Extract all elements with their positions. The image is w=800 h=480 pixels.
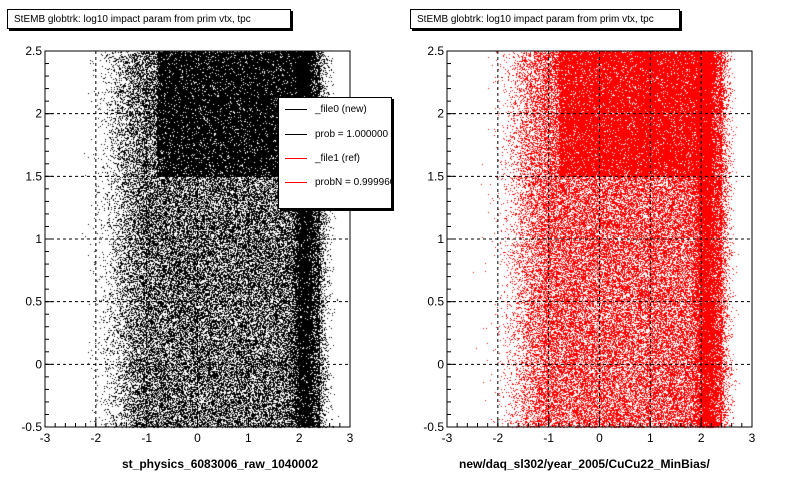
y-tick-label: -0.5 xyxy=(423,420,444,434)
legend-entry: _file1 (ref) xyxy=(279,152,391,166)
y-tick-label: 0.5 xyxy=(427,295,444,309)
x-tick-label: -2 xyxy=(492,431,503,445)
chart-title-right: StEMB globtrk: log10 impact param from p… xyxy=(410,9,680,29)
x-axis-label-right: new/daq_sl302/year_2005/CuCu22_MinBias/ xyxy=(459,457,710,471)
legend-swatch xyxy=(285,182,307,183)
legend-label: _file0 (new) xyxy=(315,104,367,115)
legend-label: _file1 (ref) xyxy=(315,153,361,164)
x-tick-label: 2 xyxy=(698,431,705,445)
y-tick-label: 1 xyxy=(437,232,444,246)
y-tick-label: 1 xyxy=(35,232,42,246)
x-tick-label: -2 xyxy=(90,431,101,445)
x-tick-label: 0 xyxy=(596,431,603,445)
legend-entry: probN = 0.999960 xyxy=(279,176,392,190)
x-tick-label: 0 xyxy=(194,431,201,445)
y-tick-label: 2.5 xyxy=(25,44,42,58)
y-tick-label: 2 xyxy=(437,107,444,121)
legend-swatch xyxy=(285,109,307,110)
legend-label: prob = 1.000000 xyxy=(315,129,389,140)
y-tick-label: 2 xyxy=(35,107,42,121)
legend-entry: prob = 1.000000 xyxy=(279,128,391,142)
x-tick-label: 3 xyxy=(749,431,756,445)
x-tick-label: -3 xyxy=(442,431,453,445)
x-tick-label: 1 xyxy=(647,431,654,445)
x-tick-label: 3 xyxy=(347,431,354,445)
legend-entry: _file0 (new) xyxy=(279,103,391,117)
x-tick-label: -1 xyxy=(543,431,554,445)
y-tick-label: 0.5 xyxy=(25,295,42,309)
legend: _file0 (new) prob = 1.000000 _file1 (ref… xyxy=(278,97,392,209)
legend-swatch xyxy=(285,134,307,135)
y-tick-label: 1.5 xyxy=(25,169,42,183)
legend-swatch xyxy=(285,158,307,159)
y-tick-label: 0 xyxy=(35,357,42,371)
x-tick-label: -3 xyxy=(40,431,51,445)
y-tick-label: 1.5 xyxy=(427,169,444,183)
legend-label: probN = 0.999960 xyxy=(315,177,392,188)
x-axis-label-left: st_physics_6083006_raw_1040002 xyxy=(122,457,319,471)
x-tick-label: 2 xyxy=(296,431,303,445)
y-tick-label: -0.5 xyxy=(21,420,42,434)
chart-title-left: StEMB globtrk: log10 impact param from p… xyxy=(7,9,291,29)
y-tick-label: 0 xyxy=(437,357,444,371)
y-tick-label: 2.5 xyxy=(427,44,444,58)
x-tick-label: 1 xyxy=(245,431,252,445)
x-tick-label: -1 xyxy=(141,431,152,445)
